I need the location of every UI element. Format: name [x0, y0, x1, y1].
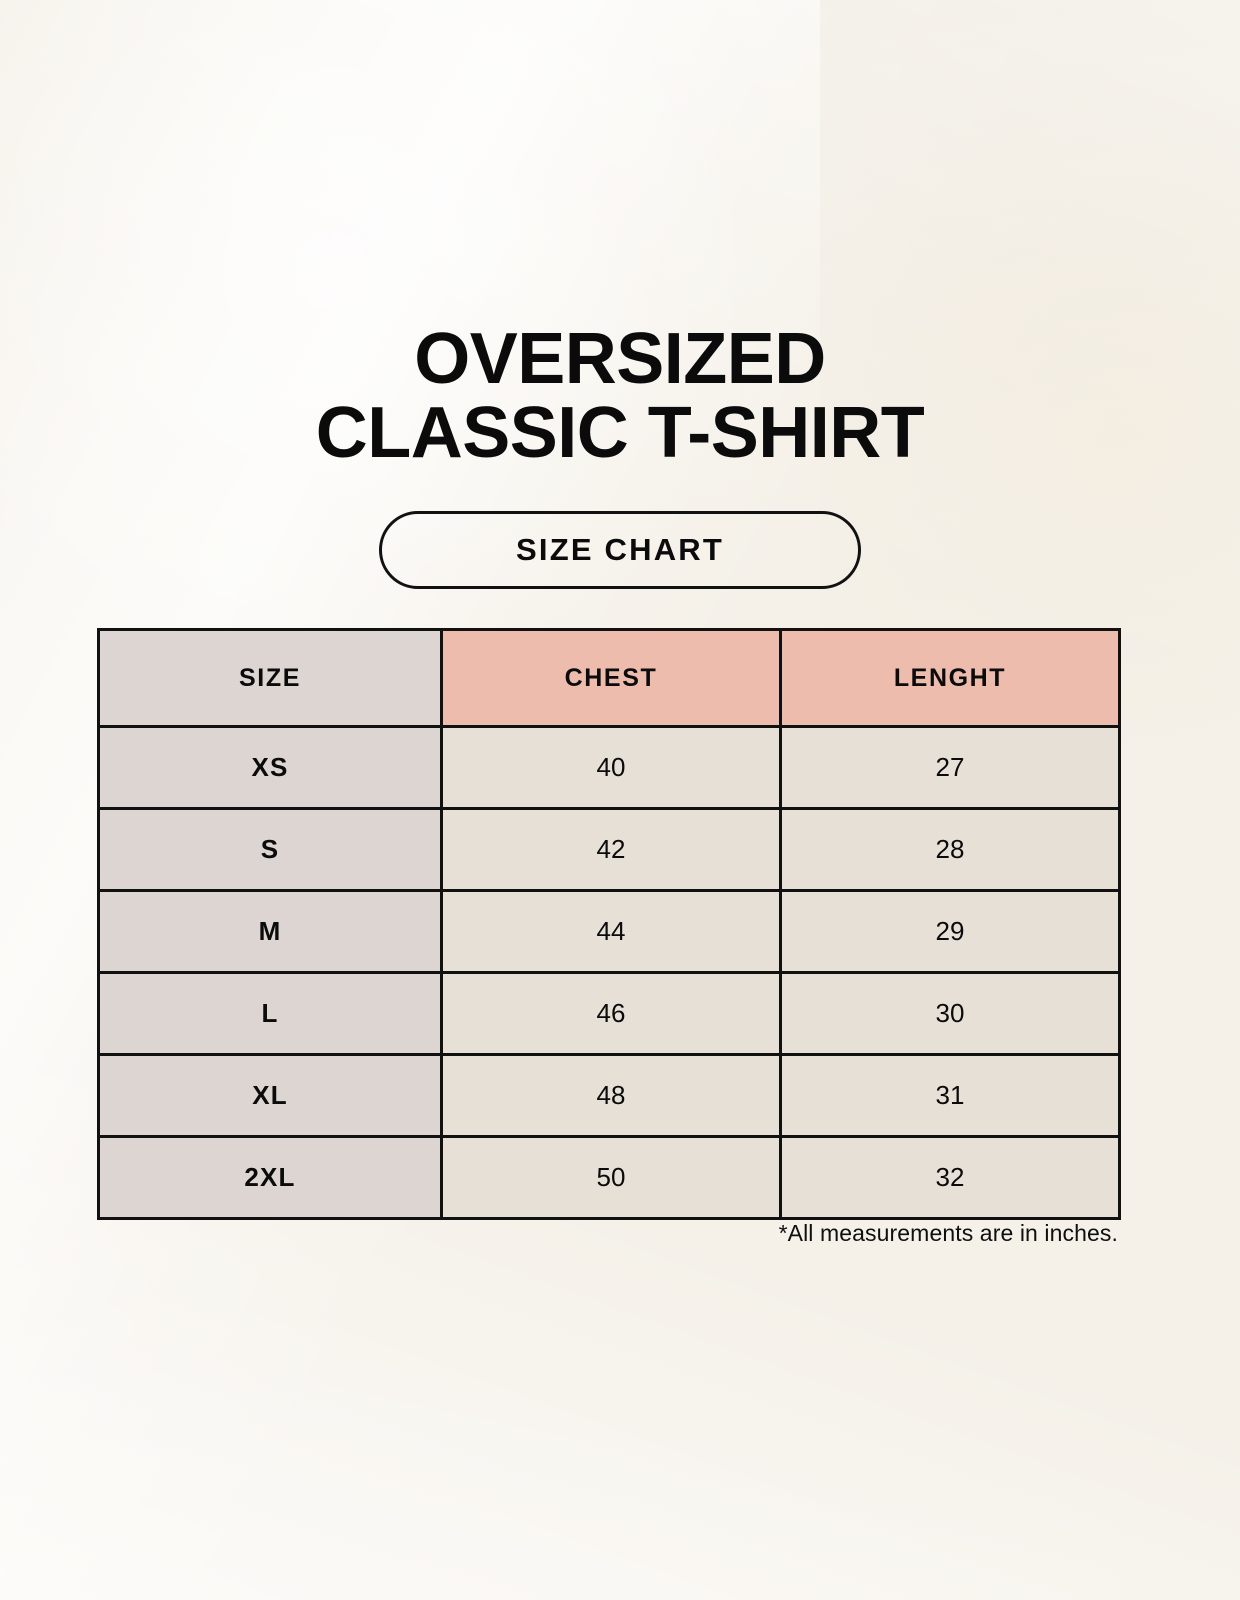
cell-size: M: [97, 889, 443, 974]
table-row: XS 40 27: [97, 725, 1121, 810]
measurement-units-note: *All measurements are in inches.: [778, 1220, 1118, 1246]
cell-size: 2XL: [97, 1135, 443, 1220]
size-chart-table: SIZE CHEST LENGHT XS 40 27 S 42 28 M: [97, 628, 1121, 1220]
table-row: L 46 30: [97, 971, 1121, 1056]
table-header-row: SIZE CHEST LENGHT: [97, 628, 1121, 728]
column-header-size: SIZE: [97, 628, 443, 728]
size-chart-table-wrapper: SIZE CHEST LENGHT XS 40 27 S 42 28 M: [97, 628, 1121, 1220]
cell-chest: 46: [440, 971, 782, 1056]
table-row: S 42 28: [97, 807, 1121, 892]
size-chart-pill: SIZE CHART: [379, 511, 861, 589]
cell-chest: 42: [440, 807, 782, 892]
cell-length: 32: [779, 1135, 1121, 1220]
column-header-chest: CHEST: [440, 628, 782, 728]
cell-chest: 44: [440, 889, 782, 974]
cell-length: 29: [779, 889, 1121, 974]
cell-length: 28: [779, 807, 1121, 892]
cell-chest: 48: [440, 1053, 782, 1138]
page-title-line-2: CLASSIC T-SHIRT: [315, 393, 925, 474]
cell-length: 31: [779, 1053, 1121, 1138]
cell-size: S: [97, 807, 443, 892]
cell-size: L: [97, 971, 443, 1056]
cell-chest: 50: [440, 1135, 782, 1220]
cell-length: 27: [779, 725, 1121, 810]
table-row: 2XL 50 32: [97, 1135, 1121, 1220]
cell-size: XL: [97, 1053, 443, 1138]
column-header-length: LENGHT: [779, 628, 1121, 728]
table-row: XL 48 31: [97, 1053, 1121, 1138]
table-row: M 44 29: [97, 889, 1121, 974]
cell-size: XS: [97, 725, 443, 810]
cell-length: 30: [779, 971, 1121, 1056]
cell-chest: 40: [440, 725, 782, 810]
page-title: OVERSIZED CLASSIC T-SHIRT: [0, 322, 1240, 470]
page-title-line-1: OVERSIZED: [414, 319, 826, 399]
size-chart-pill-label: SIZE CHART: [516, 532, 724, 567]
